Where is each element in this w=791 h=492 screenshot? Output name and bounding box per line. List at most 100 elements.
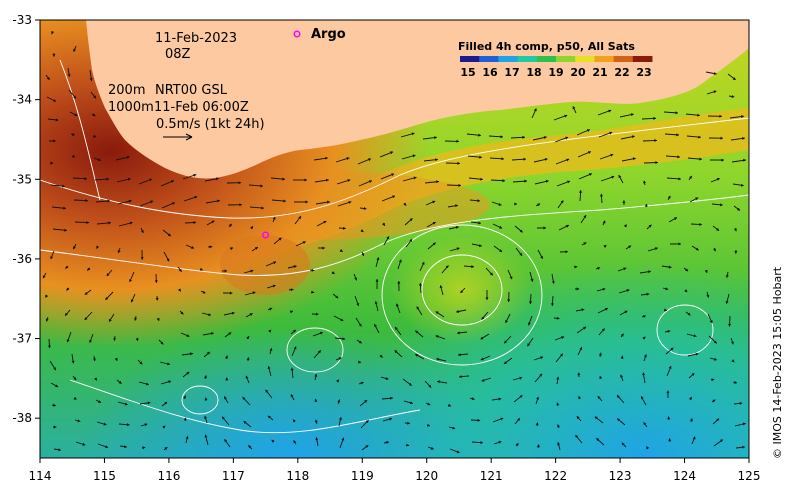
current-vector-head (160, 341, 164, 345)
current-vector-head (689, 175, 692, 179)
current-vector-head (390, 396, 393, 400)
current-vector-head (87, 267, 91, 271)
current-vector-head (602, 287, 606, 291)
current-vector-head (668, 265, 672, 269)
current-vector-head (642, 336, 646, 340)
current-vector-head (186, 371, 190, 375)
current-vector-head (646, 446, 650, 450)
current-vector-head (164, 402, 168, 405)
current-vector-head (623, 224, 627, 228)
current-vector-head (565, 224, 569, 228)
current-vector-head (693, 334, 697, 338)
current-vector-head (733, 228, 737, 232)
current-vector-head (412, 154, 416, 158)
current-vector-head (599, 376, 603, 379)
colorbar-tick-label: 21 (592, 66, 607, 79)
current-vector-head (556, 316, 560, 320)
current-vector-head (725, 300, 729, 304)
current-vector-head (415, 330, 419, 334)
current-vector-head (228, 223, 232, 227)
current-vector-head (537, 203, 541, 207)
current-vector-head (667, 195, 671, 199)
current-vector-head (142, 446, 146, 450)
current-vector-head (500, 135, 503, 139)
current-vector-head (716, 227, 720, 231)
current-vector-head (434, 136, 437, 140)
current-vector-head (743, 158, 746, 162)
current-vector-head (581, 308, 585, 312)
current-vector-head (144, 423, 148, 427)
current-vector-head (361, 253, 365, 256)
current-vector-head (458, 183, 461, 187)
current-vector-head (113, 338, 117, 341)
current-vector-head (611, 175, 615, 179)
current-vector-head (603, 245, 607, 248)
x-tick-label: 121 (480, 469, 503, 483)
current-vector-head (103, 422, 107, 426)
current-vector-head (191, 246, 194, 249)
current-vector-head (272, 284, 276, 288)
x-tick-label: 118 (286, 469, 309, 483)
current-vector-head (678, 177, 681, 181)
current-vector-head (185, 436, 189, 439)
current-vector-head (551, 303, 555, 306)
current-vector-head (322, 246, 325, 250)
current-vector-head (335, 295, 339, 299)
current-vector-head (713, 72, 717, 75)
current-vector-head (53, 139, 56, 143)
current-vector-head (98, 400, 101, 403)
current-vector-head (341, 437, 345, 441)
current-vector-head (53, 99, 57, 102)
current-vector-head (155, 297, 159, 301)
current-vector-head (697, 113, 700, 117)
current-vector-head (604, 307, 608, 311)
current-vector-head (314, 398, 318, 402)
current-vector-head (551, 281, 555, 284)
model-label: NRT00 GSL (155, 83, 228, 98)
current-vector-head (190, 352, 193, 356)
current-vector-head (504, 340, 507, 344)
current-vector-head (272, 216, 276, 220)
current-vector-head (225, 377, 229, 381)
colorbar-title: Filled 4h comp, p50, All Sats (458, 40, 635, 53)
current-vector-head (560, 200, 564, 204)
current-vector-head (126, 155, 130, 159)
current-vector-head (540, 356, 544, 360)
current-vector-head (713, 340, 717, 344)
current-vector-head (576, 287, 580, 291)
current-vector-head (71, 360, 75, 364)
current-vector-head (432, 200, 436, 204)
current-vector-head (74, 113, 78, 116)
current-vector-head (670, 347, 674, 351)
current-vector-head (85, 199, 88, 203)
current-vector-head (524, 179, 527, 183)
current-vector-head (248, 445, 252, 449)
current-vector-head (572, 106, 576, 110)
current-vector-head (360, 229, 364, 232)
current-vector-head (229, 291, 233, 295)
current-vector-head (480, 177, 483, 181)
current-vector-head (456, 139, 459, 143)
current-vector-head (347, 179, 351, 182)
current-vector-head (86, 221, 89, 225)
colorbar-tick-label: 19 (548, 66, 563, 79)
current-vector-head (293, 346, 297, 350)
model-time-label: 11-Feb 06:00Z (154, 100, 249, 115)
current-vector-head (728, 323, 732, 327)
current-vector-head (391, 173, 394, 177)
current-vector-head (358, 360, 361, 364)
current-vector-head (105, 445, 109, 449)
current-vector-head (238, 181, 241, 185)
current-vector-head (167, 233, 171, 237)
current-vector-head (67, 74, 71, 77)
current-vector-head (282, 177, 285, 181)
current-vector-head (168, 380, 171, 384)
current-vector-head (178, 268, 182, 272)
current-vector-head (620, 374, 623, 378)
current-vector-head (698, 135, 701, 139)
current-vector-head (610, 153, 614, 157)
current-vector-head (559, 353, 563, 357)
current-vector-head (204, 434, 208, 438)
current-vector-head (84, 291, 88, 295)
current-vector-head (242, 397, 246, 400)
